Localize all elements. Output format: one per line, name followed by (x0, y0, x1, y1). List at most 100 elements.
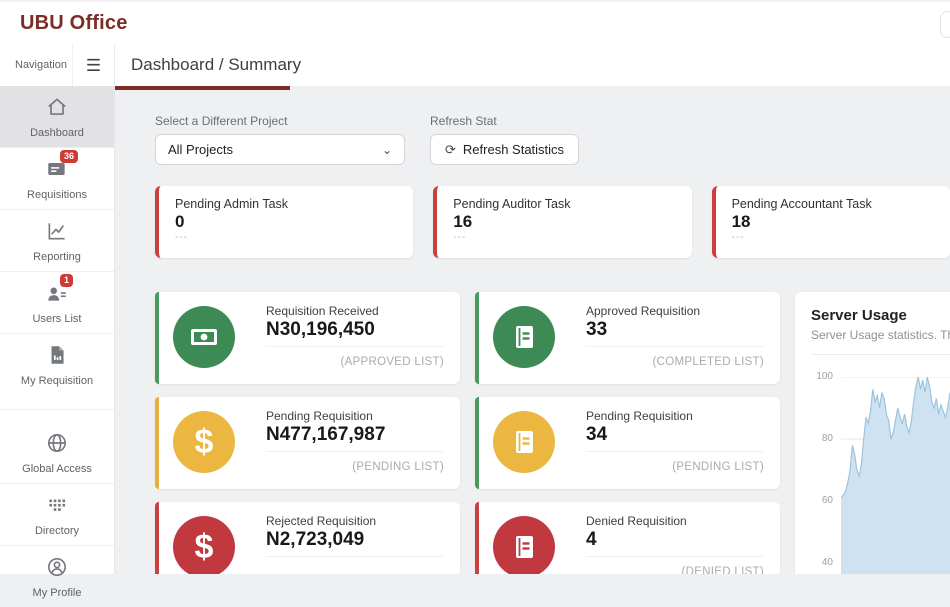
controls-row: Select a Different Project All Projects … (155, 114, 950, 165)
navigation-label: Navigation (15, 59, 67, 71)
sidebar-item-label: Requisitions (4, 189, 110, 201)
summary-card-value: N30,196,450 (266, 319, 444, 341)
summary-card-title: Pending Requisition (266, 409, 444, 423)
hamburger-icon: ☰ (86, 57, 101, 74)
summary-card-title: Denied Requisition (586, 514, 764, 528)
refresh-group: Refresh Stat ⟳ Refresh Statistics (430, 114, 579, 165)
sidebar-item-my-profile[interactable]: My Profile (0, 546, 114, 607)
task-card-title: Pending Auditor Task (453, 197, 675, 211)
task-card-value: 16 (453, 212, 675, 232)
sidebar-item-label: Users List (4, 313, 110, 325)
sidebar-item-my-requisition[interactable]: My Requisition (0, 334, 114, 395)
dollar-icon: $ (173, 411, 235, 473)
summary-card-footer: (DENIED LIST) (586, 556, 764, 574)
summary-column-2: Approved Requisition 33 (COMPLETED LIST) (475, 292, 780, 574)
sidebar-item-label: Global Access (4, 463, 110, 475)
requisitions-icon: 36 (44, 157, 70, 181)
project-select-label: Select a Different Project (155, 114, 405, 128)
summary-card-value: 33 (586, 319, 764, 341)
pending-requisition-amount-card: $ Pending Requisition N477,167,987 (PEND… (155, 397, 460, 489)
summary-card-title: Pending Requisition (586, 409, 764, 423)
pending-list-link[interactable]: (PENDING LIST) (352, 461, 444, 473)
pending-auditor-task-card: Pending Auditor Task 16 --- (433, 186, 691, 258)
main-content: Select a Different Project All Projects … (115, 86, 950, 574)
summary-card-title: Approved Requisition (586, 304, 764, 318)
file-chart-icon (44, 343, 70, 367)
denied-list-link[interactable]: (DENIED LIST) (682, 566, 765, 574)
sidebar-item-label: Dashboard (4, 127, 110, 139)
book-icon (493, 516, 555, 574)
book-icon (493, 306, 555, 368)
pending-accountant-task-card: Pending Accountant Task 18 --- (712, 186, 950, 258)
sidebar-item-dashboard[interactable]: Dashboard (0, 86, 114, 147)
server-usage-chart: 100806040 (811, 377, 950, 574)
summary-card-value: N477,167,987 (266, 424, 444, 446)
sidebar-item-label: My Profile (4, 587, 110, 599)
sidebar-item-label: Reporting (4, 251, 110, 263)
server-usage-subtitle: Server Usage statistics. This func (811, 328, 950, 342)
task-card-value: 0 (175, 212, 397, 232)
cash-icon (173, 306, 235, 368)
denied-requisition-card: Denied Requisition 4 (DENIED LIST) (475, 502, 780, 574)
book-icon (493, 411, 555, 473)
sidebar-toggle[interactable]: ☰ (73, 44, 115, 86)
task-card-note: --- (175, 232, 397, 243)
task-card-title: Pending Admin Task (175, 197, 397, 211)
breadcrumb: Dashboard / Summary (131, 55, 301, 75)
sidebar-item-directory[interactable]: Directory (0, 484, 114, 545)
summary-card-footer (266, 556, 444, 562)
app-header: UBU Office (0, 0, 950, 44)
dollar-icon: $ (173, 516, 235, 574)
sidebar-item-users-list[interactable]: 1 Users List (0, 272, 114, 333)
users-list-badge: 1 (60, 274, 73, 287)
y-axis-ticks: 100806040 (811, 377, 841, 574)
pending-admin-task-card: Pending Admin Task 0 --- (155, 186, 413, 258)
y-tick-label: 40 (822, 557, 833, 568)
home-icon (44, 95, 70, 119)
approved-requisition-card: Approved Requisition 33 (COMPLETED LIST) (475, 292, 780, 384)
requisitions-badge: 36 (60, 150, 78, 163)
y-tick-label: 100 (816, 371, 833, 382)
sidebar-item-requisitions[interactable]: 36 Requisitions (0, 148, 114, 209)
users-icon: 1 (44, 281, 70, 305)
chevron-down-icon: ⌄ (382, 143, 392, 157)
summary-card-value: 34 (586, 424, 764, 446)
requisition-received-card: Requisition Received N30,196,450 (APPROV… (155, 292, 460, 384)
sidebar-item-label: Directory (4, 525, 110, 537)
task-card-note: --- (732, 232, 934, 243)
tab-bar: Navigation ☰ Dashboard / Summary (0, 44, 950, 86)
sidebar: Dashboard 36 Requisitions Reporting (0, 86, 115, 574)
summary-card-title: Rejected Requisition (266, 514, 444, 528)
task-cards-row: Pending Admin Task 0 --- Pending Auditor… (155, 186, 950, 258)
task-card-title: Pending Accountant Task (732, 197, 934, 211)
refresh-icon: ⟳ (445, 142, 456, 158)
server-usage-title: Server Usage (811, 307, 950, 324)
sidebar-item-global-access[interactable]: Global Access (0, 422, 114, 483)
server-usage-plot (841, 377, 950, 574)
completed-list-link[interactable]: (COMPLETED LIST) (652, 356, 764, 368)
rejected-requisition-card: $ Rejected Requisition N2,723,049 (155, 502, 460, 574)
refresh-button-label: Refresh Statistics (463, 142, 564, 157)
sidebar-header: Navigation (0, 44, 73, 86)
summary-card-footer: (PENDING LIST) (586, 451, 764, 475)
summary-card-footer: (PENDING LIST) (266, 451, 444, 475)
refresh-statistics-button[interactable]: ⟳ Refresh Statistics (430, 134, 579, 165)
y-tick-label: 60 (822, 495, 833, 506)
approved-list-link[interactable]: (APPROVED LIST) (340, 356, 444, 368)
grid-dots-icon (44, 493, 70, 517)
summary-card-title: Requisition Received (266, 304, 444, 318)
refresh-stat-label: Refresh Stat (430, 114, 579, 128)
summary-card-footer: (APPROVED LIST) (266, 346, 444, 370)
server-usage-panel: Server Usage Server Usage statistics. Th… (795, 292, 950, 574)
server-usage-header: Server Usage Server Usage statistics. Th… (811, 307, 950, 355)
sidebar-item-reporting[interactable]: Reporting (0, 210, 114, 271)
pending-list-link[interactable]: (PENDING LIST) (672, 461, 764, 473)
globe-icon (44, 431, 70, 455)
summary-card-footer: (COMPLETED LIST) (586, 346, 764, 370)
task-card-note: --- (453, 232, 675, 243)
project-select-value: All Projects (168, 142, 382, 157)
summary-column-1: Requisition Received N30,196,450 (APPROV… (155, 292, 460, 574)
header-cutoff-button[interactable] (940, 11, 950, 38)
sidebar-item-label: My Requisition (4, 375, 110, 387)
project-select[interactable]: All Projects ⌄ (155, 134, 405, 165)
